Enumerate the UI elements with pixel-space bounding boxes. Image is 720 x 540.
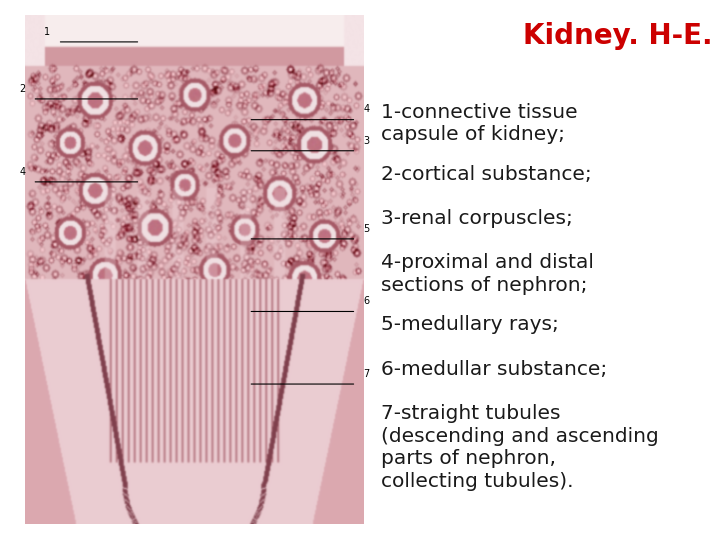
Text: 4: 4 xyxy=(364,104,370,114)
Text: Kidney. H-E.: Kidney. H-E. xyxy=(523,22,713,50)
Text: 5: 5 xyxy=(364,224,370,234)
Text: 2: 2 xyxy=(19,84,25,94)
Text: 4-proximal and distal
sections of nephron;: 4-proximal and distal sections of nephro… xyxy=(382,253,594,295)
Text: 6: 6 xyxy=(364,296,370,306)
Text: 1: 1 xyxy=(44,26,50,37)
Text: 1-connective tissue
capsule of kidney;: 1-connective tissue capsule of kidney; xyxy=(382,103,578,144)
Text: 4: 4 xyxy=(19,167,25,177)
Text: 7-straight tubules
(descending and ascending
parts of nephron,
collecting tubule: 7-straight tubules (descending and ascen… xyxy=(382,404,659,491)
Text: 2-cortical substance;: 2-cortical substance; xyxy=(382,165,592,184)
Text: 7: 7 xyxy=(364,369,370,379)
Text: 3: 3 xyxy=(364,136,370,146)
Text: 3-renal corpuscles;: 3-renal corpuscles; xyxy=(382,209,573,228)
Text: 5-medullary rays;: 5-medullary rays; xyxy=(382,315,559,334)
Text: 6-medullar substance;: 6-medullar substance; xyxy=(382,360,608,379)
